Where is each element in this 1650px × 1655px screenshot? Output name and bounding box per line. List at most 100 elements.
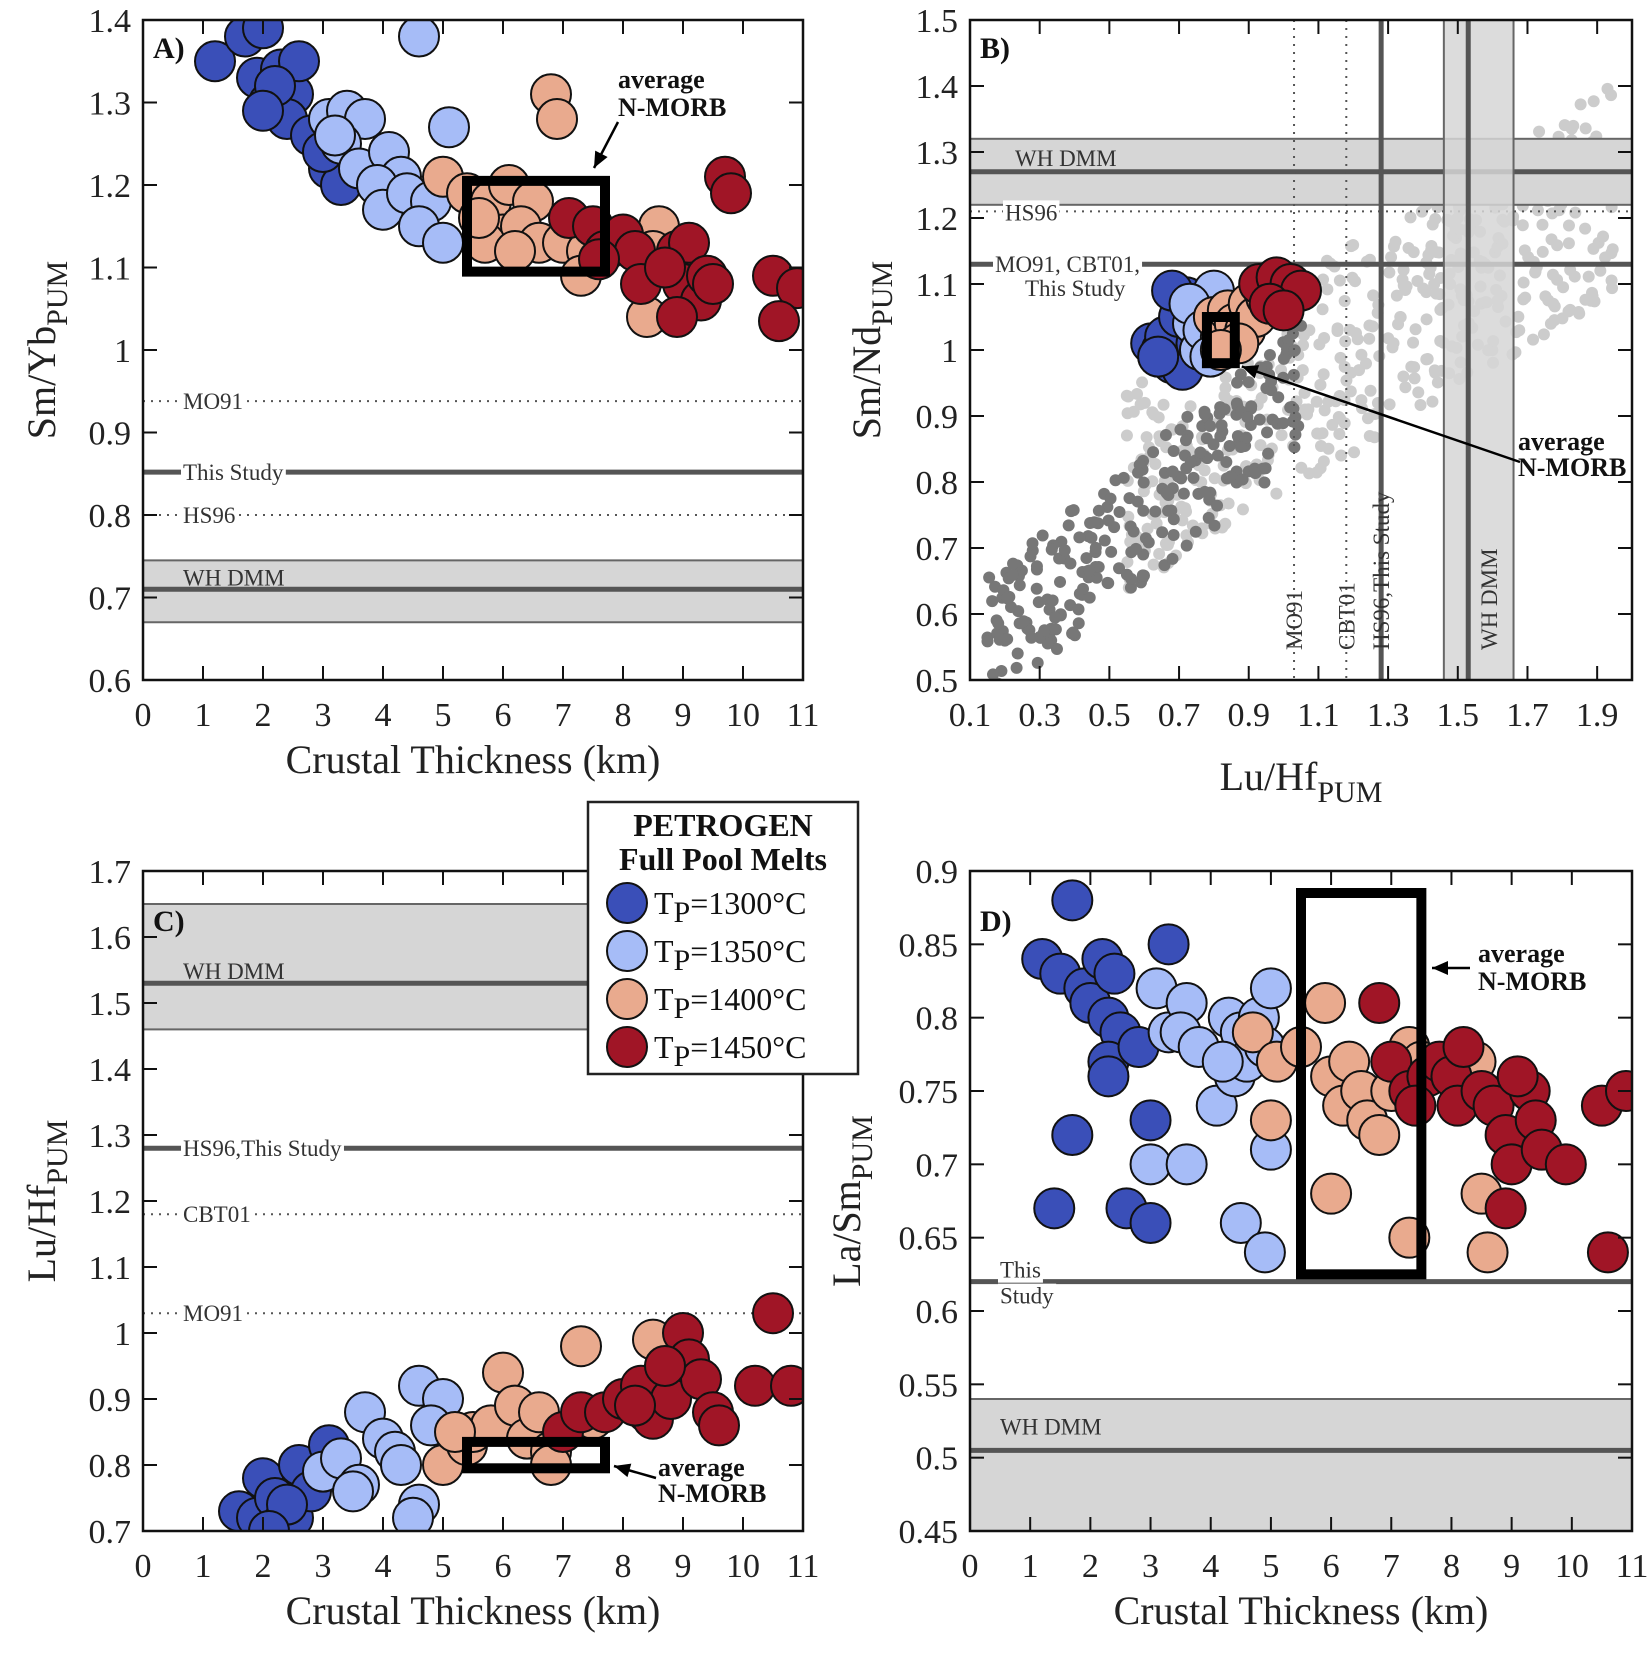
background-point xyxy=(1005,680,1017,692)
data-point xyxy=(1033,1187,1076,1230)
background-point xyxy=(1149,457,1162,470)
background-point xyxy=(1045,543,1058,556)
x-tick-label: 11 xyxy=(787,1548,820,1585)
background-point xyxy=(1161,538,1174,551)
background-point xyxy=(1315,439,1328,452)
x-axis-label: Crustal Thickness (km) xyxy=(286,737,661,782)
y-tick-label: 1.7 xyxy=(89,854,132,891)
background-point xyxy=(1574,98,1587,111)
background-point xyxy=(1277,417,1290,430)
data-point xyxy=(1358,982,1401,1024)
legend-marker xyxy=(606,1026,648,1068)
y-tick-label: 0.7 xyxy=(916,531,959,568)
background-point xyxy=(1160,486,1173,499)
background-point xyxy=(1242,376,1255,389)
legend-label-prefix: T xyxy=(654,1029,674,1065)
average-nmorb-box xyxy=(1296,888,1427,1280)
background-point xyxy=(1142,536,1155,549)
background-point xyxy=(1211,449,1224,462)
background-point xyxy=(1392,318,1405,331)
x-tick-label: 4 xyxy=(1202,1548,1219,1585)
background-point xyxy=(1516,219,1529,232)
background-point xyxy=(1310,395,1323,408)
y-axis-label-main: La/Sm xyxy=(824,1180,869,1287)
background-point xyxy=(1136,569,1149,582)
background-point xyxy=(1001,592,1014,605)
background-point xyxy=(1208,519,1221,532)
background-point xyxy=(1277,352,1290,365)
label-backing xyxy=(1023,276,1128,302)
plot-frame xyxy=(968,869,1634,1533)
background-point xyxy=(1579,222,1592,235)
background-point xyxy=(1518,244,1531,257)
reference-label: HS96 xyxy=(183,503,235,528)
y-axis-label-sub: PUM xyxy=(41,261,74,326)
data-point xyxy=(392,1496,434,1531)
y-tick-label: 1 xyxy=(114,333,131,370)
x-tick-label: 1.7 xyxy=(1506,697,1549,734)
x-tick-label: 7 xyxy=(1383,1548,1400,1585)
x-tick-label: 0.3 xyxy=(1018,697,1061,734)
background-point xyxy=(1390,289,1403,302)
x-axis-label-sub: PUM xyxy=(1317,776,1382,809)
x-tick-label: 7 xyxy=(555,1548,572,1585)
x-tick-label: 8 xyxy=(1443,1548,1460,1585)
x-tick-label: 2 xyxy=(1082,1548,1099,1585)
panel-label: C) xyxy=(153,905,185,938)
x-tick-label: 6 xyxy=(495,697,512,734)
background-point xyxy=(1408,372,1421,385)
background-point xyxy=(1036,529,1049,542)
data-point xyxy=(1201,1040,1244,1083)
background-point xyxy=(1536,245,1549,258)
x-tick-label: 7 xyxy=(555,697,572,734)
background-point xyxy=(1421,352,1434,365)
background-point xyxy=(1597,230,1610,243)
background-point xyxy=(1346,271,1359,284)
background-point xyxy=(1402,241,1415,254)
background-point xyxy=(1166,465,1179,478)
data-point xyxy=(242,20,284,50)
background-point xyxy=(1184,400,1197,413)
background-point xyxy=(1527,333,1540,346)
background-point xyxy=(1314,378,1327,391)
arrow-line xyxy=(1241,365,1521,464)
y-axis-label-main: Sm/Nd xyxy=(844,326,889,439)
y-axis-label-sub: PUM xyxy=(846,1115,879,1180)
background-point xyxy=(1286,415,1299,428)
annotation-average: average xyxy=(658,1453,745,1482)
background-point xyxy=(1270,487,1283,500)
background-point xyxy=(1211,499,1224,512)
background-point xyxy=(1405,360,1418,373)
label-backing xyxy=(998,1257,1043,1283)
background-point xyxy=(1249,467,1262,480)
background-point xyxy=(1180,462,1193,475)
x-tick-label: 1 xyxy=(195,1548,212,1585)
background-point xyxy=(1404,211,1417,224)
data-point xyxy=(1484,1187,1527,1230)
reference-label: MO91 xyxy=(183,389,243,414)
data-point xyxy=(194,40,236,83)
y-tick-label: 1 xyxy=(114,1316,131,1353)
background-point xyxy=(1254,439,1267,452)
reference-label: Study xyxy=(1000,1284,1054,1309)
reference-label: This Study xyxy=(1025,276,1126,301)
legend-label-subscript: P xyxy=(674,1040,691,1073)
y-tick-label: 0.6 xyxy=(89,663,132,700)
background-point xyxy=(1120,429,1133,442)
background-point xyxy=(1536,218,1549,231)
background-point xyxy=(1426,218,1439,231)
background-point xyxy=(1431,376,1444,389)
data-point xyxy=(1442,1026,1485,1068)
background-point xyxy=(1368,431,1381,444)
background-point xyxy=(1241,411,1254,424)
background-point xyxy=(1220,456,1233,469)
x-tick-label: 9 xyxy=(1503,1548,1520,1585)
data-point xyxy=(758,300,800,343)
data-point xyxy=(1249,967,1292,1010)
y-axis-label-sub: PUM xyxy=(41,1120,74,1185)
data-point xyxy=(1051,879,1094,922)
legend-label-prefix: T xyxy=(654,933,674,969)
background-point xyxy=(1348,446,1361,459)
background-point xyxy=(1399,381,1412,394)
